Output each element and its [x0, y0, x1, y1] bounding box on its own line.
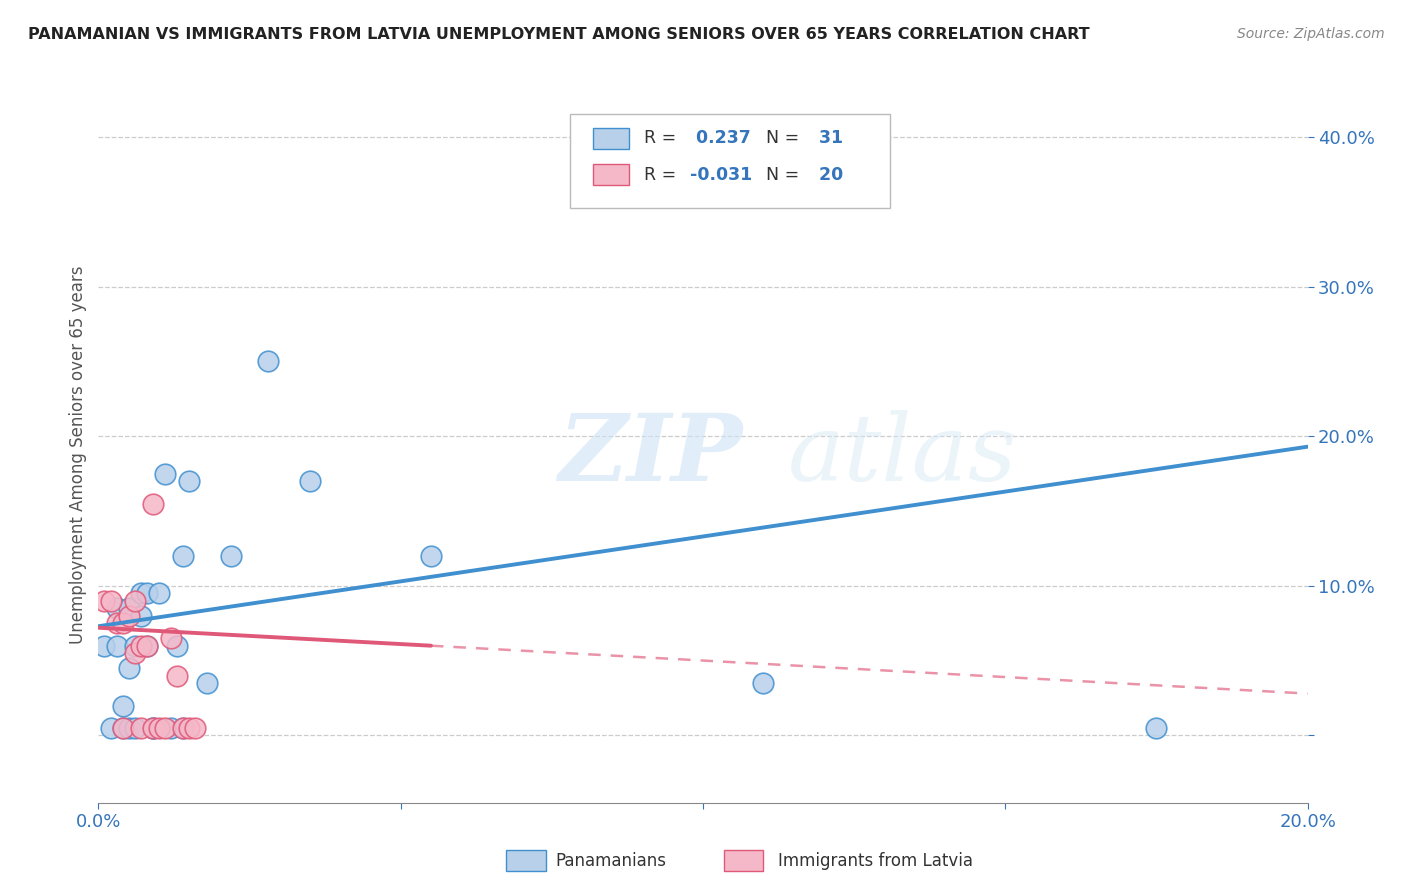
Point — [172, 721, 194, 735]
Point — [111, 721, 134, 735]
Point — [118, 721, 141, 735]
Point — [752, 676, 775, 690]
Point — [105, 601, 128, 615]
Point — [129, 639, 152, 653]
Point — [160, 721, 183, 735]
Point — [142, 721, 165, 735]
Text: atlas: atlas — [787, 410, 1017, 500]
Point — [135, 639, 157, 653]
Text: R =: R = — [644, 166, 682, 184]
Point — [166, 639, 188, 653]
Point — [135, 586, 157, 600]
Point — [111, 698, 134, 713]
Point — [172, 721, 194, 735]
Text: -0.031: -0.031 — [690, 166, 752, 184]
Point — [118, 601, 141, 615]
Point — [93, 594, 115, 608]
Point — [124, 721, 146, 735]
Point — [299, 474, 322, 488]
Point — [195, 676, 218, 690]
Point — [100, 594, 122, 608]
Text: Source: ZipAtlas.com: Source: ZipAtlas.com — [1237, 27, 1385, 41]
Point — [148, 721, 170, 735]
Text: N =: N = — [755, 129, 804, 147]
Point — [148, 586, 170, 600]
Point — [111, 721, 134, 735]
Point — [124, 594, 146, 608]
Point — [142, 497, 165, 511]
Point — [419, 549, 441, 563]
Point — [172, 549, 194, 563]
Text: ZIP: ZIP — [558, 410, 742, 500]
Point — [142, 721, 165, 735]
Point — [153, 721, 176, 735]
Text: R =: R = — [644, 129, 682, 147]
Text: N =: N = — [755, 166, 804, 184]
Point — [93, 639, 115, 653]
Point — [153, 467, 176, 481]
Point — [184, 721, 207, 735]
Text: 20: 20 — [813, 166, 844, 184]
Text: Panamanians: Panamanians — [555, 852, 666, 870]
Text: 0.237: 0.237 — [690, 129, 751, 147]
Point — [177, 474, 201, 488]
FancyBboxPatch shape — [593, 128, 630, 149]
Point — [135, 639, 157, 653]
Point — [129, 721, 152, 735]
Text: PANAMANIAN VS IMMIGRANTS FROM LATVIA UNEMPLOYMENT AMONG SENIORS OVER 65 YEARS CO: PANAMANIAN VS IMMIGRANTS FROM LATVIA UNE… — [28, 27, 1090, 42]
Point — [118, 661, 141, 675]
Point — [111, 616, 134, 631]
Point — [124, 646, 146, 660]
Point — [105, 616, 128, 631]
FancyBboxPatch shape — [569, 114, 890, 208]
Text: 31: 31 — [813, 129, 844, 147]
Point — [118, 608, 141, 623]
Y-axis label: Unemployment Among Seniors over 65 years: Unemployment Among Seniors over 65 years — [69, 266, 87, 644]
Point — [129, 608, 152, 623]
Point — [160, 631, 183, 645]
Point — [129, 586, 152, 600]
Point — [142, 721, 165, 735]
Point — [166, 668, 188, 682]
Point — [124, 639, 146, 653]
Point — [105, 639, 128, 653]
Point — [256, 354, 278, 368]
Point — [177, 721, 201, 735]
Point — [100, 721, 122, 735]
Point — [221, 549, 243, 563]
FancyBboxPatch shape — [593, 164, 630, 185]
Text: Immigrants from Latvia: Immigrants from Latvia — [778, 852, 973, 870]
Point — [1144, 721, 1167, 735]
